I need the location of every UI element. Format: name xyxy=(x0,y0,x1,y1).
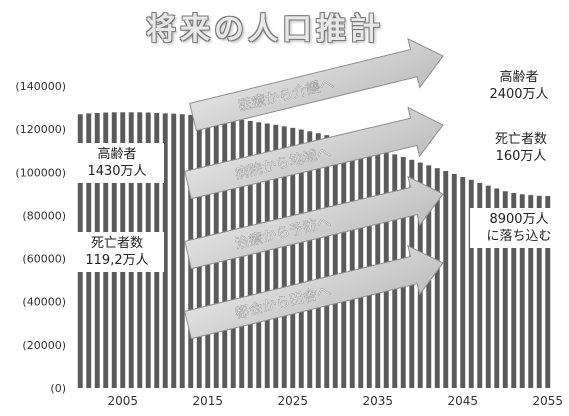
bar xyxy=(281,126,287,388)
bar xyxy=(162,113,168,389)
bar xyxy=(528,195,534,388)
y-tick-label: (0) xyxy=(50,382,66,395)
callout-line: 高齢者 xyxy=(97,147,137,162)
axis-layer: (0) (20000) (40000) (60000) (80000) (100000) (… xyxy=(15,80,563,408)
x-tick-label: 2045 xyxy=(447,394,478,408)
x-tick-label: 2005 xyxy=(107,394,138,408)
bar xyxy=(460,177,466,388)
bar xyxy=(494,188,500,388)
callout-line: 2400万人 xyxy=(489,87,549,102)
callout-line: 119,2万人 xyxy=(85,253,149,268)
bar xyxy=(485,185,491,388)
bar xyxy=(349,141,355,388)
arrow-shape xyxy=(184,244,444,340)
bar xyxy=(477,182,483,388)
callout-population-future: 8900万人 に落ち込む xyxy=(470,208,568,248)
arrow-shape xyxy=(189,37,444,132)
callout-line: 160万人 xyxy=(495,149,547,164)
callout-elderly-now: 高齢者 1430万人 xyxy=(70,143,164,183)
callout-elderly-future: 高齢者 2400万人 xyxy=(470,66,568,106)
bar xyxy=(434,168,440,388)
y-tick-label: (40000) xyxy=(22,296,66,309)
arrow-shape xyxy=(184,106,444,200)
bar xyxy=(307,131,313,389)
bar xyxy=(545,196,551,388)
callout-line: 死亡者数 xyxy=(90,236,143,251)
bar xyxy=(536,195,542,388)
callout-deaths-now: 死亡者数 119,2万人 xyxy=(70,232,164,272)
bar xyxy=(341,139,347,388)
callout-deaths-future: 死亡者数 160万人 xyxy=(475,128,567,168)
bar xyxy=(171,113,177,389)
callout-line: 8900万人 xyxy=(489,212,549,227)
bar xyxy=(290,127,296,388)
bar xyxy=(298,129,304,388)
bar xyxy=(324,135,330,388)
callout-line: 高齢者 xyxy=(499,70,539,85)
x-tick-label: 2015 xyxy=(192,394,223,408)
bar xyxy=(443,170,449,388)
y-tick-label: (100000) xyxy=(15,166,66,179)
bar xyxy=(519,194,525,388)
bar xyxy=(502,191,508,388)
y-tick-label: (120000) xyxy=(15,123,66,136)
bar xyxy=(315,133,321,388)
x-tick-label: 2055 xyxy=(532,394,563,408)
bar xyxy=(273,124,279,388)
y-tick-label: (140000) xyxy=(15,80,66,93)
callout-line: 死亡者数 xyxy=(494,132,547,147)
callout-line: 1430万人 xyxy=(87,164,147,179)
bar xyxy=(256,122,262,389)
bar xyxy=(451,174,457,388)
bar xyxy=(332,137,338,388)
y-tick-label: (20000) xyxy=(22,339,66,352)
x-tick-label: 2035 xyxy=(362,394,393,408)
x-tick-label: 2025 xyxy=(277,394,308,408)
bar xyxy=(179,114,185,388)
callout-line: に落ち込む xyxy=(486,229,552,244)
arrow-shape xyxy=(184,175,444,270)
bar xyxy=(264,123,270,388)
chart-title: 将来の人口推計 xyxy=(146,12,384,47)
bar xyxy=(358,144,364,388)
y-tick-label: (60000) xyxy=(22,253,66,266)
bar xyxy=(511,192,517,388)
y-tick-label: (80000) xyxy=(22,209,66,222)
bar xyxy=(468,179,474,388)
